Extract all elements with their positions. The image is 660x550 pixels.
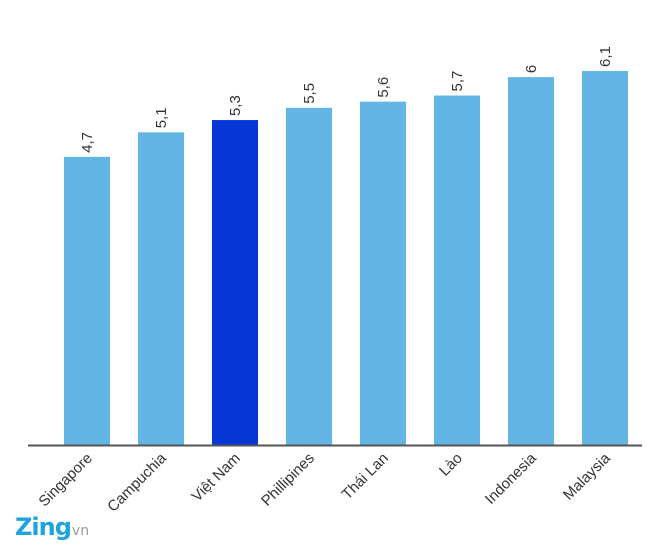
category-label-singapore: Singapore	[35, 450, 95, 510]
category-label-malaysia: Malaysia	[560, 449, 614, 503]
bar-indonesia	[508, 77, 554, 445]
category-label-indonesia: Indonesia	[482, 449, 540, 507]
logo-main-text: Zing	[15, 513, 72, 541]
bars-group	[64, 71, 628, 446]
category-labels-group: Singapore Campuchia Việt Nam Phillipines Thá…	[35, 449, 614, 515]
bar-malaysia	[582, 71, 628, 445]
logo-suffix-text: vn	[71, 523, 90, 539]
category-label-lao: Lào	[436, 450, 466, 480]
category-label-phillipines: Phillipines	[258, 450, 318, 510]
bar-lao	[434, 95, 480, 445]
value-label-malaysia: 6,1	[597, 46, 614, 67]
category-label-campuchia: Campuchia	[104, 449, 170, 515]
category-label-viet-nam: Việt Nam	[188, 450, 243, 505]
zing-logo: Zing vn	[15, 513, 89, 543]
value-label-singapore: 4,7	[79, 132, 96, 153]
bar-thai-lan	[360, 101, 406, 446]
bar-singapore	[64, 156, 110, 445]
value-labels-group: 4,7 5,1 5,3 5,5 5,6 5,7 6 6,1	[79, 46, 614, 153]
value-label-indonesia: 6	[523, 65, 540, 73]
bar-phillipines	[286, 107, 332, 445]
bar-viet-nam	[212, 120, 258, 445]
value-label-viet-nam: 5,3	[227, 95, 244, 116]
value-label-phillipines: 5,5	[301, 83, 318, 104]
value-label-thai-lan: 5,6	[375, 77, 392, 98]
value-label-campuchia: 5,1	[153, 107, 170, 128]
bar-campuchia	[138, 132, 184, 446]
value-label-lao: 5,7	[449, 71, 466, 92]
category-label-thai-lan: Thái Lan	[339, 450, 392, 503]
